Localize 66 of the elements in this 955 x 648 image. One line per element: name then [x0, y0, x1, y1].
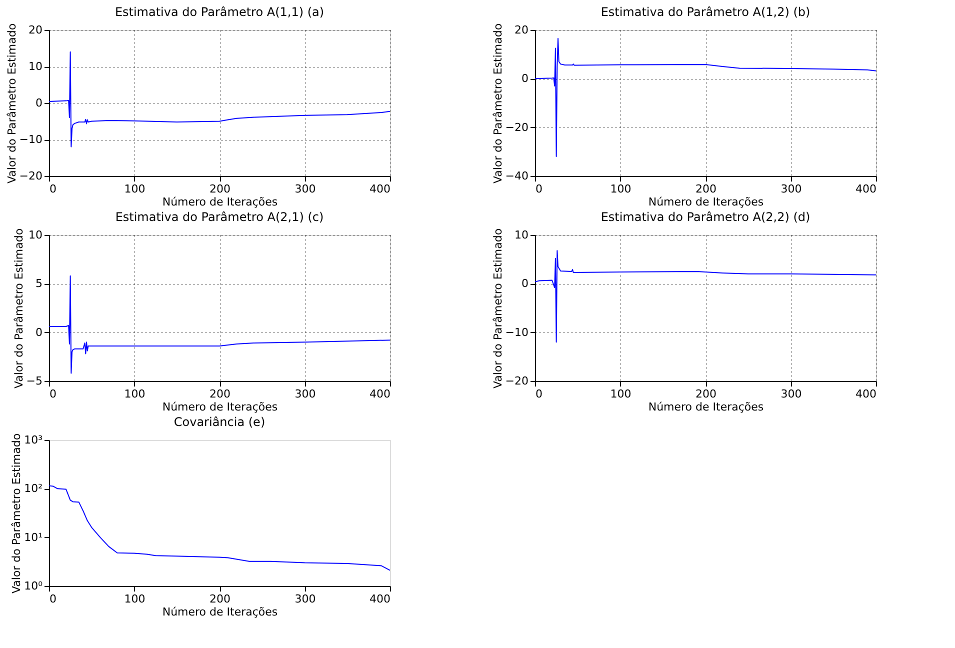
- x-tick-label: 100: [124, 592, 146, 606]
- x-axis-title: Número de Iterações: [162, 196, 278, 208]
- x-tick-label: 300: [294, 592, 316, 606]
- x-tick-label: 100: [124, 182, 146, 196]
- x-axis-title: Número de Iterações: [162, 606, 278, 618]
- y-tick-label: 0: [522, 277, 528, 290]
- y-axis-title: Valor do Parâmetro Estimado: [12, 228, 26, 389]
- y-tick-label: 10: [514, 228, 528, 242]
- y-tick-label: 10²: [24, 482, 42, 496]
- y-tick-label: −10: [19, 133, 42, 146]
- chart-title: Estimativa do Parâmetro A(2,1) (c): [115, 210, 324, 224]
- x-tick-label: 200: [696, 182, 716, 196]
- y-axis-title: Valor do Parâmetro Estimado: [491, 23, 504, 184]
- x-tick-label: 200: [210, 388, 230, 400]
- y-tick-label: 10: [28, 60, 42, 73]
- y-tick-label: −10: [505, 326, 528, 339]
- x-tick-label: 100: [124, 388, 146, 400]
- x-tick-label: 300: [780, 182, 802, 196]
- line-series: [49, 51, 390, 148]
- x-tick-label: 400: [856, 182, 876, 196]
- y-tick-label: 10: [28, 228, 42, 242]
- chart-title: Estimativa do Parâmetro A(1,2) (b): [600, 4, 810, 19]
- x-axis-title: Número de Iterações: [162, 400, 278, 414]
- chart-title: Estimativa do Parâmetro A(2,2) (d): [600, 210, 810, 224]
- chart-title: Covariância (e): [174, 414, 266, 429]
- x-tick-label: 400: [370, 592, 390, 606]
- x-tick-label: 100: [610, 182, 632, 196]
- y-tick-label: 10³: [24, 434, 42, 446]
- y-tick-label: −20: [505, 120, 528, 134]
- y-tick-label: −20: [505, 374, 528, 388]
- y-tick-label: 10¹: [24, 530, 42, 544]
- x-tick-label: 0: [50, 592, 56, 606]
- y-axis-title: Valor do Parâmetro Estimado: [10, 433, 24, 594]
- x-tick-label: 400: [370, 182, 390, 196]
- line-series: [535, 250, 876, 343]
- x-axis-title: Número de Iterações: [648, 196, 764, 208]
- y-tick-label: 5: [36, 277, 42, 290]
- y-tick-label: 20: [514, 24, 528, 36]
- y-axis-title: Valor do Parâmetro Estimado: [5, 23, 18, 184]
- x-tick-label: 200: [210, 182, 230, 196]
- line-series: [49, 485, 390, 571]
- y-axis-title: Valor do Parâmetro Estimado: [491, 228, 504, 389]
- line-series: [49, 275, 390, 374]
- x-tick-label: 0: [536, 182, 542, 196]
- chart-title: Estimativa do Parâmetro A(1,1) (a): [114, 4, 324, 19]
- x-tick-label: 300: [294, 182, 316, 196]
- y-tick-label: 0: [36, 326, 42, 339]
- y-tick-label: −20: [19, 170, 42, 182]
- y-tick-label: 10⁰: [24, 580, 44, 592]
- x-axis-title: Número de Iterações: [648, 400, 764, 414]
- x-tick-label: 0: [536, 388, 542, 400]
- y-tick-label: 0: [522, 72, 528, 86]
- x-tick-label: 0: [50, 182, 56, 196]
- x-tick-label: 100: [610, 388, 632, 400]
- x-tick-label: 300: [780, 388, 802, 400]
- x-tick-label: 200: [210, 592, 230, 606]
- y-tick-label: 0: [36, 96, 42, 110]
- y-tick-label: −5: [26, 374, 42, 388]
- x-tick-label: 0: [50, 388, 56, 400]
- x-tick-label: 300: [294, 388, 316, 400]
- y-tick-label: 20: [28, 24, 42, 36]
- x-tick-label: 400: [370, 388, 390, 400]
- x-tick-label: 200: [696, 388, 716, 400]
- x-tick-label: 400: [856, 388, 876, 400]
- y-tick-label: −40: [505, 170, 528, 182]
- line-series: [535, 38, 876, 158]
